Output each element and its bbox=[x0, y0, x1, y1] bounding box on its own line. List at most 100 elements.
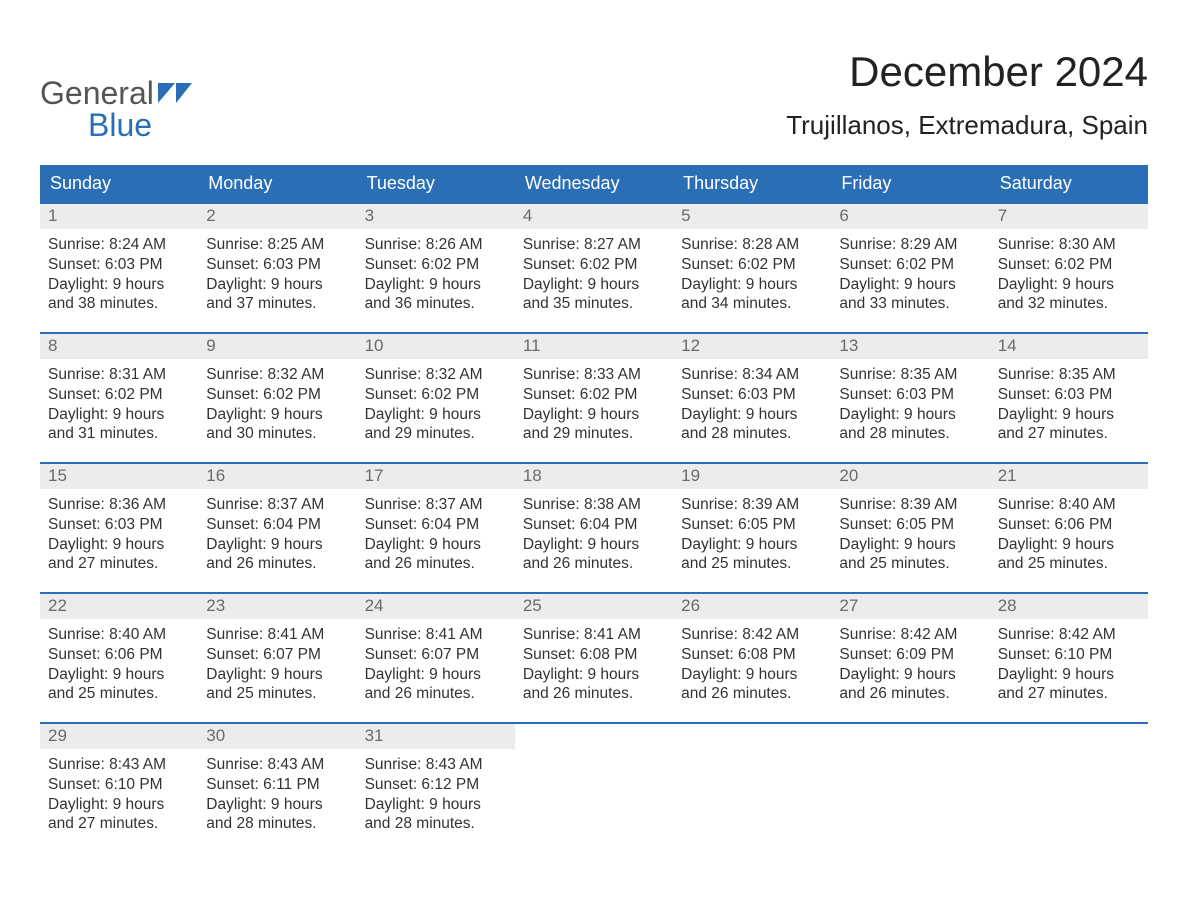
day-number: 13 bbox=[831, 334, 989, 359]
day-sunset: Sunset: 6:02 PM bbox=[839, 255, 981, 275]
day-cell: 25Sunrise: 8:41 AMSunset: 6:08 PMDayligh… bbox=[515, 594, 673, 722]
day-details: Sunrise: 8:42 AMSunset: 6:08 PMDaylight:… bbox=[673, 619, 831, 708]
day-sunset: Sunset: 6:10 PM bbox=[48, 775, 190, 795]
day-details: Sunrise: 8:34 AMSunset: 6:03 PMDaylight:… bbox=[673, 359, 831, 448]
day-d1: Daylight: 9 hours bbox=[48, 665, 190, 685]
day-details: Sunrise: 8:40 AMSunset: 6:06 PMDaylight:… bbox=[40, 619, 198, 708]
day-details: Sunrise: 8:43 AMSunset: 6:11 PMDaylight:… bbox=[198, 749, 356, 838]
weekday-header: Saturday bbox=[990, 165, 1148, 202]
day-details: Sunrise: 8:32 AMSunset: 6:02 PMDaylight:… bbox=[357, 359, 515, 448]
day-d2: and 26 minutes. bbox=[365, 684, 507, 704]
day-sunset: Sunset: 6:05 PM bbox=[839, 515, 981, 535]
day-d1: Daylight: 9 hours bbox=[681, 275, 823, 295]
day-d1: Daylight: 9 hours bbox=[206, 275, 348, 295]
day-number: 23 bbox=[198, 594, 356, 619]
day-number: 15 bbox=[40, 464, 198, 489]
day-d2: and 25 minutes. bbox=[998, 554, 1140, 574]
day-sunrise: Sunrise: 8:37 AM bbox=[206, 495, 348, 515]
day-d1: Daylight: 9 hours bbox=[839, 665, 981, 685]
location-subtitle: Trujillanos, Extremadura, Spain bbox=[786, 110, 1148, 141]
day-number: 29 bbox=[40, 724, 198, 749]
day-cell: 15Sunrise: 8:36 AMSunset: 6:03 PMDayligh… bbox=[40, 464, 198, 592]
day-d2: and 26 minutes. bbox=[523, 554, 665, 574]
day-d2: and 26 minutes. bbox=[839, 684, 981, 704]
day-number: 14 bbox=[990, 334, 1148, 359]
day-cell: . bbox=[515, 724, 673, 852]
day-cell: 3Sunrise: 8:26 AMSunset: 6:02 PMDaylight… bbox=[357, 204, 515, 332]
day-d1: Daylight: 9 hours bbox=[48, 405, 190, 425]
header: General Blue December 2024 Trujillanos, … bbox=[40, 48, 1148, 141]
day-details: Sunrise: 8:36 AMSunset: 6:03 PMDaylight:… bbox=[40, 489, 198, 578]
day-sunrise: Sunrise: 8:43 AM bbox=[365, 755, 507, 775]
weekday-header: Monday bbox=[198, 165, 356, 202]
day-sunset: Sunset: 6:12 PM bbox=[365, 775, 507, 795]
day-sunrise: Sunrise: 8:42 AM bbox=[839, 625, 981, 645]
day-d1: Daylight: 9 hours bbox=[998, 405, 1140, 425]
day-d2: and 28 minutes. bbox=[681, 424, 823, 444]
day-sunrise: Sunrise: 8:34 AM bbox=[681, 365, 823, 385]
day-details: Sunrise: 8:24 AMSunset: 6:03 PMDaylight:… bbox=[40, 229, 198, 318]
day-d1: Daylight: 9 hours bbox=[998, 665, 1140, 685]
brand-line2: Blue bbox=[40, 109, 192, 141]
day-d1: Daylight: 9 hours bbox=[365, 275, 507, 295]
day-sunset: Sunset: 6:02 PM bbox=[365, 385, 507, 405]
day-number: 7 bbox=[990, 204, 1148, 229]
day-number: 19 bbox=[673, 464, 831, 489]
day-d2: and 26 minutes. bbox=[523, 684, 665, 704]
day-sunset: Sunset: 6:07 PM bbox=[365, 645, 507, 665]
title-block: December 2024 Trujillanos, Extremadura, … bbox=[786, 48, 1148, 141]
day-number: 11 bbox=[515, 334, 673, 359]
day-d1: Daylight: 9 hours bbox=[206, 665, 348, 685]
day-number: 21 bbox=[990, 464, 1148, 489]
day-sunset: Sunset: 6:03 PM bbox=[839, 385, 981, 405]
day-cell: 18Sunrise: 8:38 AMSunset: 6:04 PMDayligh… bbox=[515, 464, 673, 592]
day-d2: and 26 minutes. bbox=[206, 554, 348, 574]
day-details: Sunrise: 8:43 AMSunset: 6:12 PMDaylight:… bbox=[357, 749, 515, 838]
day-cell: 28Sunrise: 8:42 AMSunset: 6:10 PMDayligh… bbox=[990, 594, 1148, 722]
day-d2: and 28 minutes. bbox=[839, 424, 981, 444]
day-details: Sunrise: 8:39 AMSunset: 6:05 PMDaylight:… bbox=[673, 489, 831, 578]
day-sunrise: Sunrise: 8:29 AM bbox=[839, 235, 981, 255]
calendar-week: 8Sunrise: 8:31 AMSunset: 6:02 PMDaylight… bbox=[40, 332, 1148, 462]
day-cell: 6Sunrise: 8:29 AMSunset: 6:02 PMDaylight… bbox=[831, 204, 989, 332]
day-sunset: Sunset: 6:04 PM bbox=[523, 515, 665, 535]
day-sunrise: Sunrise: 8:30 AM bbox=[998, 235, 1140, 255]
day-sunrise: Sunrise: 8:41 AM bbox=[523, 625, 665, 645]
calendar: Sunday Monday Tuesday Wednesday Thursday… bbox=[40, 165, 1148, 852]
day-number: 25 bbox=[515, 594, 673, 619]
weekday-header: Sunday bbox=[40, 165, 198, 202]
day-number: 31 bbox=[357, 724, 515, 749]
day-cell: 21Sunrise: 8:40 AMSunset: 6:06 PMDayligh… bbox=[990, 464, 1148, 592]
day-sunset: Sunset: 6:09 PM bbox=[839, 645, 981, 665]
day-details: Sunrise: 8:38 AMSunset: 6:04 PMDaylight:… bbox=[515, 489, 673, 578]
day-cell: 26Sunrise: 8:42 AMSunset: 6:08 PMDayligh… bbox=[673, 594, 831, 722]
day-d2: and 31 minutes. bbox=[48, 424, 190, 444]
day-d2: and 25 minutes. bbox=[839, 554, 981, 574]
day-sunset: Sunset: 6:02 PM bbox=[523, 255, 665, 275]
day-d2: and 27 minutes. bbox=[998, 684, 1140, 704]
calendar-week: 22Sunrise: 8:40 AMSunset: 6:06 PMDayligh… bbox=[40, 592, 1148, 722]
day-cell: . bbox=[990, 724, 1148, 852]
day-cell: 8Sunrise: 8:31 AMSunset: 6:02 PMDaylight… bbox=[40, 334, 198, 462]
weekday-header-row: Sunday Monday Tuesday Wednesday Thursday… bbox=[40, 165, 1148, 202]
day-d2: and 38 minutes. bbox=[48, 294, 190, 314]
day-cell: 29Sunrise: 8:43 AMSunset: 6:10 PMDayligh… bbox=[40, 724, 198, 852]
day-number: 2 bbox=[198, 204, 356, 229]
day-d1: Daylight: 9 hours bbox=[206, 795, 348, 815]
weekday-header: Thursday bbox=[673, 165, 831, 202]
day-sunset: Sunset: 6:08 PM bbox=[681, 645, 823, 665]
day-sunset: Sunset: 6:02 PM bbox=[48, 385, 190, 405]
weekday-header: Friday bbox=[831, 165, 989, 202]
day-sunrise: Sunrise: 8:28 AM bbox=[681, 235, 823, 255]
day-d1: Daylight: 9 hours bbox=[48, 795, 190, 815]
weekday-header: Wednesday bbox=[515, 165, 673, 202]
page-title: December 2024 bbox=[786, 48, 1148, 96]
day-d1: Daylight: 9 hours bbox=[206, 405, 348, 425]
day-d1: Daylight: 9 hours bbox=[681, 405, 823, 425]
day-sunrise: Sunrise: 8:40 AM bbox=[48, 625, 190, 645]
day-number: 12 bbox=[673, 334, 831, 359]
day-details: Sunrise: 8:29 AMSunset: 6:02 PMDaylight:… bbox=[831, 229, 989, 318]
day-d1: Daylight: 9 hours bbox=[523, 405, 665, 425]
day-number: 17 bbox=[357, 464, 515, 489]
day-sunset: Sunset: 6:06 PM bbox=[48, 645, 190, 665]
